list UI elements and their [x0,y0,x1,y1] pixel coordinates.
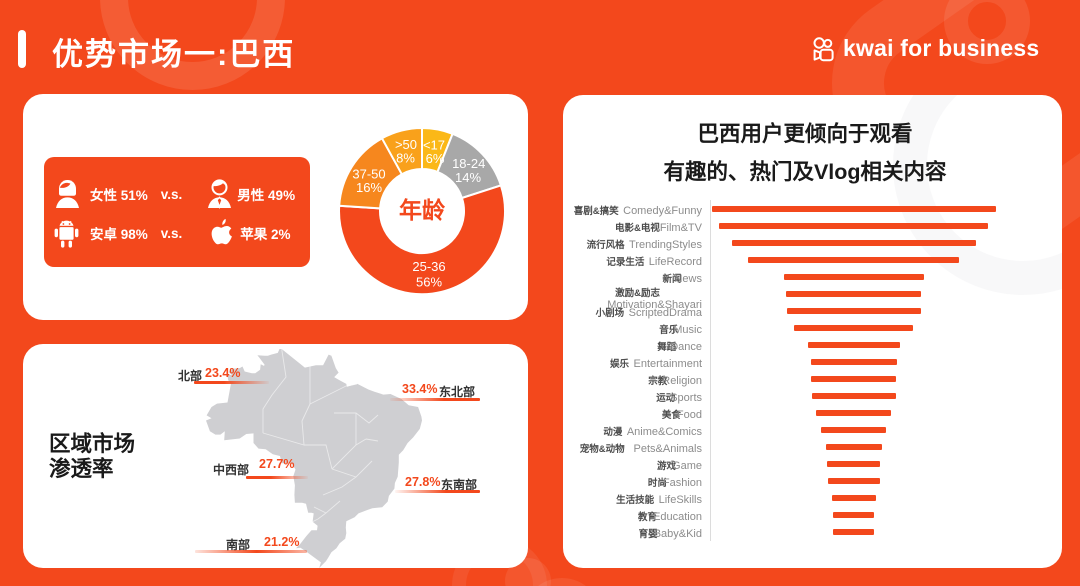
svg-text:14%: 14% [455,170,481,185]
svg-text:16%: 16% [356,180,382,195]
svg-text:>50: >50 [395,137,417,152]
svg-text:18-24: 18-24 [452,156,485,171]
svg-text:6%: 6% [426,151,445,166]
svg-text:37-50: 37-50 [352,167,385,182]
svg-text:年龄: 年龄 [399,197,446,223]
svg-text:8%: 8% [396,151,415,166]
svg-text:56%: 56% [416,275,442,290]
svg-text:25-36: 25-36 [412,259,445,274]
svg-text:<17: <17 [423,138,445,153]
